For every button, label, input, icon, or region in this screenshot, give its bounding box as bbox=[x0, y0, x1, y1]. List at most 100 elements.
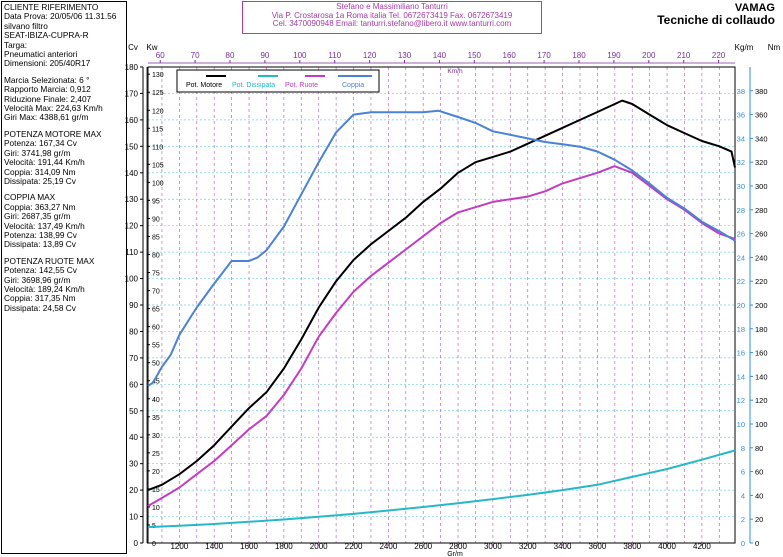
info-line: COPPIA MAX bbox=[4, 192, 56, 203]
rpm-axis-title: Gr/m bbox=[447, 551, 463, 557]
legend: Pot. Motore Pot. Dissipata Pot. Ruote Coppi… bbox=[176, 69, 380, 93]
info-line: Dissipata: 25,19 Cv bbox=[4, 175, 76, 186]
info-line: Coppia: 314,09 Nm bbox=[4, 166, 76, 177]
kmh-tick-label: 190 bbox=[607, 51, 621, 60]
info-date: 20/05/06 11.31.56 bbox=[50, 11, 117, 22]
info-line: Dissipata: 13,89 Cv bbox=[4, 239, 76, 250]
kw-tick-label: 70 bbox=[152, 289, 160, 296]
kmh-tick-label: 100 bbox=[293, 51, 307, 60]
kw-tick-label: 15 bbox=[152, 487, 160, 494]
rpm-tick-label: 2000 bbox=[310, 542, 328, 551]
brand-name: VAMAG bbox=[734, 2, 775, 14]
coppia-line bbox=[147, 109, 736, 387]
kw-tick-label: 50 bbox=[152, 361, 160, 368]
kw-axis-title: Kw bbox=[146, 43, 157, 52]
rpm-tick-label: 2600 bbox=[414, 542, 432, 551]
cv-tick-label: 180 bbox=[125, 63, 139, 72]
nm-tick-label: 40 bbox=[755, 491, 763, 500]
rpm-tick-label: 3400 bbox=[554, 542, 572, 551]
nm-tick-label: 320 bbox=[755, 158, 768, 167]
cv-tick-label: 30 bbox=[129, 460, 138, 469]
info-panel: CLIENTE RIFERIMENTO Data Prova: 20/05/06… bbox=[1, 1, 127, 554]
kmh-tick-label: 70 bbox=[191, 51, 200, 60]
kw-tick-label: 35 bbox=[152, 415, 160, 422]
rpm-tick-label: 2800 bbox=[449, 542, 467, 551]
cv-tick-label: 100 bbox=[125, 275, 139, 284]
kw-tick-label: 30 bbox=[152, 433, 160, 440]
kw-tick-label: 110 bbox=[152, 144, 163, 151]
info-title: CLIENTE RIFERIMENTO bbox=[4, 2, 99, 12]
kgm-tick-label: 6 bbox=[741, 468, 745, 477]
kmh-tick-label: 200 bbox=[642, 51, 656, 60]
rpm-tick-label: 1600 bbox=[240, 542, 258, 551]
info-gear-block: Marcia Selezionata: 6 ° Rapporto Marcia:… bbox=[4, 74, 124, 123]
info-line: Velocità: 191,44 Km/h bbox=[4, 157, 85, 168]
kw-tick-label: 85 bbox=[152, 234, 160, 241]
kgm-tick-label: 36 bbox=[737, 111, 745, 120]
rpm-tick-label: 3000 bbox=[484, 542, 502, 551]
nm-tick-label: 80 bbox=[755, 444, 763, 453]
kgm-tick-label: 2 bbox=[741, 515, 745, 524]
cv-tick-label: 80 bbox=[129, 327, 138, 336]
kgm-tick-label: 4 bbox=[741, 491, 745, 500]
kw-tick-label: 90 bbox=[152, 216, 160, 223]
cv-tick-label: 0 bbox=[134, 539, 139, 548]
kmh-tick-label: 180 bbox=[572, 51, 586, 60]
cv-tick-label: 140 bbox=[125, 169, 139, 178]
info-line: Coppia: 363,27 Nm bbox=[4, 201, 76, 212]
pot-dissipata-line bbox=[147, 449, 736, 529]
cv-tick-label: 10 bbox=[129, 513, 138, 522]
kw-tick-label: 80 bbox=[152, 253, 160, 260]
kw-tick-label: 125 bbox=[152, 90, 164, 97]
kmh-tick-label: 220 bbox=[712, 51, 726, 60]
info-line: Rapporto Marcia: 0,912 bbox=[4, 84, 91, 95]
kw-tick-label: 130 bbox=[152, 72, 164, 79]
info-line: Dissipata: 24,58 Cv bbox=[4, 302, 76, 313]
legend-pot-ruote-label: Pot. Ruote bbox=[285, 82, 318, 89]
company-header: Stefano e Massimiliano Tanturri Via P. C… bbox=[242, 1, 542, 34]
kw-tick-label: 10 bbox=[152, 505, 160, 512]
kgm-tick-label: 12 bbox=[737, 396, 745, 405]
kw-tick-label: 40 bbox=[152, 397, 160, 404]
rpm-tick-label: 3600 bbox=[588, 542, 606, 551]
kw-tick-label: 25 bbox=[152, 451, 160, 458]
nm-tick-label: 140 bbox=[755, 372, 768, 381]
cv-tick-label: 130 bbox=[125, 195, 139, 204]
info-coppia-block: COPPIA MAX Coppia: 363,27 Nm Giri: 2687,… bbox=[4, 192, 124, 250]
cv-tick-label: 120 bbox=[125, 222, 139, 231]
kgm-tick-label: 14 bbox=[737, 372, 745, 381]
legend-box bbox=[176, 69, 380, 93]
kw-tick-label: 20 bbox=[152, 469, 160, 476]
kw-tick-label: 55 bbox=[152, 343, 160, 350]
kgm-tick-label: 8 bbox=[741, 444, 745, 453]
kmh-tick-label: 110 bbox=[328, 51, 341, 60]
rpm-tick-label: 2400 bbox=[379, 542, 397, 551]
info-line: Targa: bbox=[4, 39, 28, 50]
info-line: Velocità Max: 224,63 Km/h bbox=[4, 103, 103, 114]
kmh-tick-label: 130 bbox=[398, 51, 412, 60]
kmh-tick-label: 170 bbox=[537, 51, 551, 60]
kgm-tick-label: 30 bbox=[737, 182, 745, 191]
kgm-tick-label: 32 bbox=[737, 158, 745, 167]
pot-ruote-line bbox=[147, 165, 736, 507]
nm-tick-label: 60 bbox=[755, 468, 763, 477]
info-potenza-ruote-block: POTENZA RUOTE MAX Potenza: 142,55 Cv Gir… bbox=[4, 255, 124, 313]
cv-tick-label: 150 bbox=[125, 142, 139, 151]
info-line: Marcia Selezionata: 6 ° bbox=[4, 74, 90, 85]
nm-tick-label: 300 bbox=[755, 182, 768, 191]
plot-frame bbox=[147, 66, 736, 544]
cv-tick-label: 110 bbox=[125, 248, 138, 257]
info-line: POTENZA RUOTE MAX bbox=[4, 255, 95, 266]
nm-tick-label: 280 bbox=[755, 206, 768, 215]
nm-tick-label: 180 bbox=[755, 325, 768, 334]
cv-tick-label: 170 bbox=[125, 89, 139, 98]
kmh-tick-label: 90 bbox=[260, 51, 269, 60]
kmh-tick-label: 140 bbox=[433, 51, 447, 60]
kgm-tick-label: 20 bbox=[737, 301, 745, 310]
nm-tick-label: 260 bbox=[755, 230, 768, 239]
legend-pot-motore-label: Pot. Motore bbox=[186, 82, 222, 89]
kmh-tick-label: 210 bbox=[677, 51, 691, 60]
info-line: SEAT-IBIZA-CUPRA-R bbox=[4, 30, 89, 41]
cv-tick-label: 50 bbox=[129, 407, 138, 416]
